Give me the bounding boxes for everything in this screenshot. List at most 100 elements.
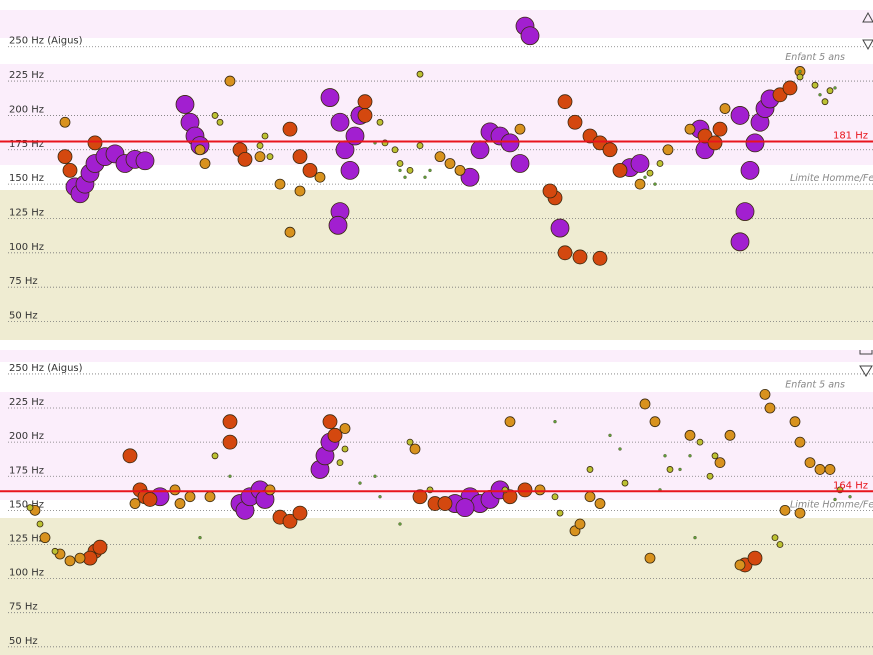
- pitch-panel: 250 Hz (Aigus) 225 Hz 200 Hz 175 Hz 150 Hz 12…: [0, 350, 873, 655]
- pitch-point: [378, 495, 382, 499]
- pitch-point: [572, 249, 588, 265]
- pitch-panel: 250 Hz (Aigus) 225 Hz 200 Hz 175 Hz 150 Hz 12…: [0, 10, 873, 340]
- pitch-point: [175, 95, 195, 114]
- pitch-point: [514, 123, 526, 135]
- pitch-point: [409, 443, 421, 455]
- pitch-point: [688, 454, 692, 458]
- pitch-point: [284, 226, 296, 238]
- pitch-point: [556, 509, 564, 517]
- pitch-point: [542, 183, 558, 199]
- pitch-point: [621, 479, 629, 487]
- pitch-point: [848, 495, 852, 499]
- pitch-point: [814, 464, 826, 475]
- pitch-point: [357, 108, 373, 123]
- pitch-point: [460, 167, 480, 187]
- pitch-point: [684, 123, 696, 135]
- pitch-point: [398, 168, 402, 173]
- y-tick-label: 125 Hz: [9, 533, 44, 544]
- pitch-point: [602, 142, 618, 158]
- pitch-point: [292, 505, 308, 521]
- y-tick-label: 150 Hz: [9, 499, 44, 510]
- pitch-point: [274, 178, 286, 190]
- pitch-point: [833, 497, 837, 502]
- pitch-point: [510, 154, 530, 173]
- pitch-point: [194, 144, 206, 156]
- pitch-point: [403, 175, 407, 179]
- pitch-point: [222, 434, 238, 450]
- pitch-point: [428, 168, 432, 173]
- pitch-point: [454, 164, 466, 176]
- scroll-down[interactable]: [862, 39, 873, 51]
- pitch-point: [57, 149, 73, 165]
- points: [26, 388, 852, 573]
- y-tick-label: 100 Hz: [9, 568, 44, 579]
- pitch-point: [796, 73, 804, 81]
- pitch-point: [747, 550, 763, 566]
- pitch-point: [376, 118, 384, 126]
- pitch-point: [730, 232, 750, 252]
- pitch-point: [406, 166, 414, 174]
- pitch-point: [437, 496, 453, 511]
- pitch-point: [618, 447, 622, 451]
- pitch-point: [826, 87, 834, 95]
- pitch-point: [500, 133, 520, 153]
- pitch-point: [282, 513, 298, 529]
- pitch-point: [794, 436, 806, 448]
- pitch-point: [336, 459, 344, 467]
- pitch-point: [434, 151, 446, 163]
- pitch-point: [444, 158, 456, 169]
- pitch-point: [586, 466, 594, 473]
- pitch-point: [740, 160, 760, 180]
- pitch-point: [706, 472, 714, 480]
- pitch-point: [656, 160, 664, 167]
- pitch-point: [782, 80, 798, 96]
- pitch-point: [211, 112, 219, 119]
- pitch-point: [502, 489, 518, 505]
- pitch-point: [169, 484, 181, 496]
- annotation: Enfant 5 ans: [785, 379, 845, 390]
- pitch-point: [328, 215, 348, 235]
- pitch-point: [412, 489, 428, 505]
- pitch-point: [340, 160, 360, 180]
- pitch-point: [639, 398, 651, 410]
- pitch-point: [36, 520, 44, 528]
- pitch-point: [646, 169, 654, 177]
- pitch-point: [693, 536, 697, 540]
- pitch-point: [592, 250, 608, 266]
- reference-label: 181 Hz: [833, 131, 868, 142]
- scroll-down[interactable]: [859, 365, 873, 377]
- pitch-point: [584, 491, 596, 503]
- pitch-point: [330, 112, 350, 132]
- pitch-point: [327, 427, 343, 443]
- y-tick-label: 225 Hz: [9, 397, 44, 408]
- pitch-point: [339, 423, 351, 434]
- pitch-point: [320, 88, 340, 107]
- points: [57, 16, 837, 266]
- pitch-point: [357, 94, 373, 110]
- pitch-point: [391, 146, 399, 154]
- pitch-point: [804, 457, 816, 469]
- pitch-point: [254, 151, 266, 163]
- pitch-point: [294, 185, 306, 197]
- pitch-point: [696, 438, 704, 446]
- pitch-point: [557, 245, 573, 261]
- pitch-point: [719, 103, 731, 114]
- pitch-point: [811, 81, 819, 89]
- scroll-up[interactable]: [862, 11, 873, 23]
- pitch-point: [416, 70, 424, 78]
- pitch-point: [199, 158, 211, 169]
- scroll-up[interactable]: [859, 350, 873, 355]
- pitch-point: [92, 539, 108, 555]
- pitch-point: [74, 552, 86, 564]
- pitch-point: [261, 132, 269, 140]
- y-tick-label: 75 Hz: [9, 276, 38, 287]
- pitch-point: [707, 135, 723, 151]
- y-tick-label: 250 Hz (Aigus): [9, 36, 83, 47]
- pitch-point: [237, 151, 253, 167]
- pitch-point: [256, 142, 264, 150]
- pitch-point: [833, 86, 837, 90]
- pitch-point: [759, 388, 771, 400]
- pitch-point: [216, 118, 224, 126]
- pitch-point: [358, 481, 362, 485]
- band-high: [0, 350, 873, 362]
